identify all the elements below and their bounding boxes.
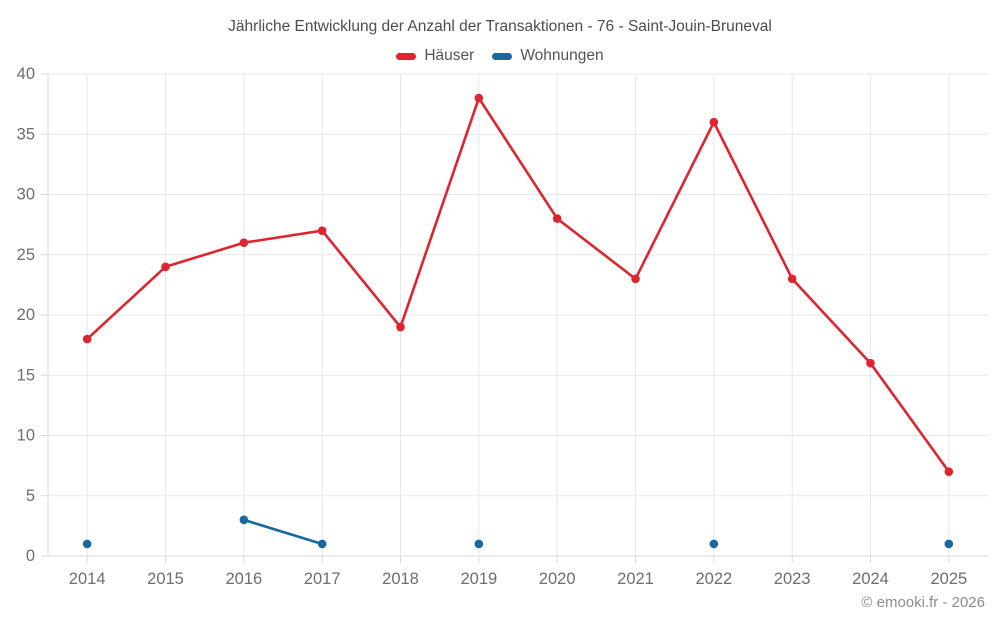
- svg-text:2024: 2024: [852, 570, 889, 588]
- svg-text:10: 10: [17, 427, 35, 445]
- legend-item-wohnungen[interactable]: Wohnungen: [492, 47, 604, 65]
- svg-text:40: 40: [17, 65, 35, 83]
- svg-text:15: 15: [17, 366, 35, 384]
- copyright: © emooki.fr - 2026: [861, 594, 985, 611]
- svg-text:2020: 2020: [539, 570, 576, 588]
- svg-text:30: 30: [17, 186, 35, 204]
- svg-text:2014: 2014: [69, 570, 106, 588]
- svg-text:2021: 2021: [617, 570, 654, 588]
- legend-label-hauser: Häuser: [424, 47, 475, 64]
- svg-text:2016: 2016: [225, 570, 262, 588]
- svg-text:2022: 2022: [695, 570, 732, 588]
- legend-label-wohnungen: Wohnungen: [520, 47, 604, 64]
- svg-text:2015: 2015: [147, 570, 184, 588]
- svg-text:2017: 2017: [304, 570, 341, 588]
- svg-text:2018: 2018: [382, 570, 419, 588]
- chart-title: Jährliche Entwicklung der Anzahl der Tra…: [228, 18, 772, 35]
- svg-text:2019: 2019: [460, 570, 497, 588]
- svg-text:25: 25: [17, 246, 35, 264]
- legend-item-hauser[interactable]: Häuser: [396, 47, 474, 65]
- svg-text:35: 35: [17, 125, 35, 143]
- svg-text:5: 5: [26, 487, 35, 505]
- wohnungen-legend-swatch-icon: [492, 52, 513, 60]
- svg-text:20: 20: [17, 306, 35, 324]
- svg-text:2023: 2023: [774, 570, 811, 588]
- hauser-legend-swatch-icon: [396, 52, 417, 60]
- svg-text:0: 0: [26, 547, 35, 565]
- svg-text:2025: 2025: [930, 570, 967, 588]
- chart-legend: Häuser Wohnungen: [0, 46, 1000, 66]
